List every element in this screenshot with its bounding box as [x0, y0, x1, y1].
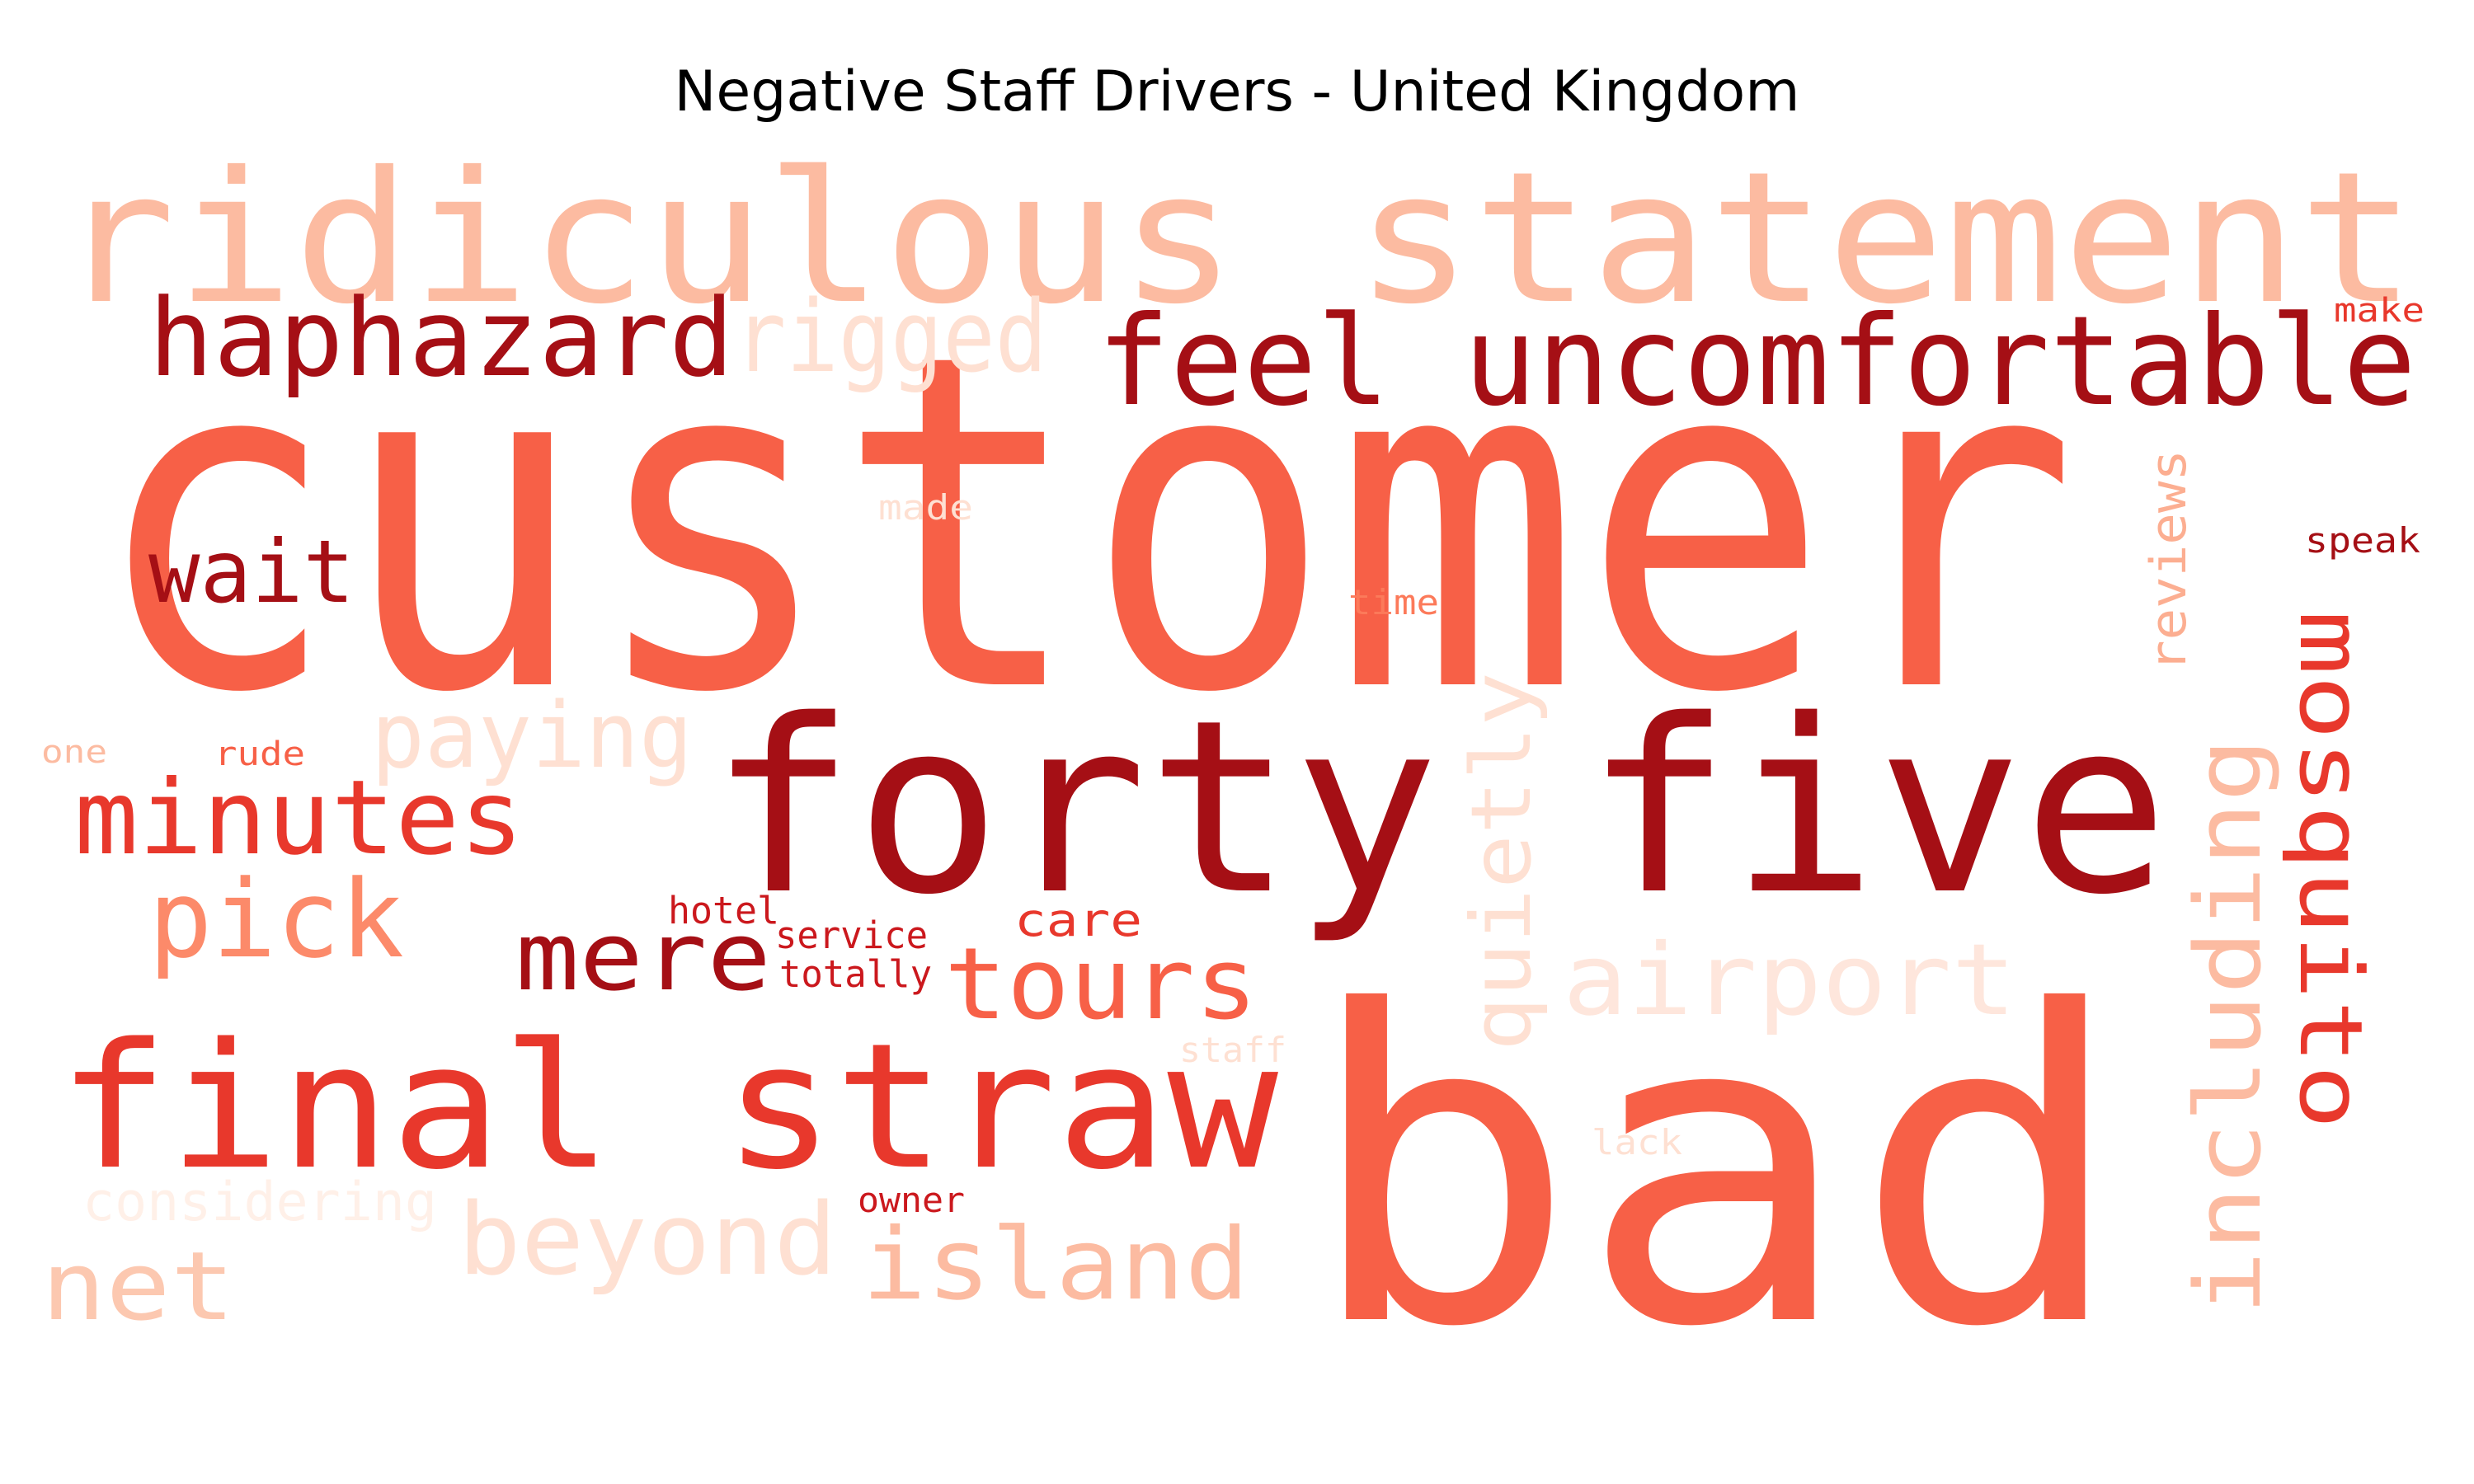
word-totally: totally [779, 952, 932, 996]
word-lack: lack [1592, 1122, 1682, 1162]
word-mere: mere [515, 902, 771, 1012]
word-wait: wait [148, 522, 355, 622]
word-pick: pick [148, 857, 404, 982]
word-rigged: rigged [734, 280, 1047, 395]
word-customer: customer [91, 256, 2078, 794]
word-including: including [2175, 738, 2281, 1315]
word-net: net [41, 1232, 235, 1342]
word-service: service [775, 913, 928, 957]
word-made: made [878, 487, 973, 528]
word-beyond: beyond [458, 1183, 837, 1298]
word-reviews: reviews [2140, 449, 2198, 672]
chart-title: Negative Staff Drivers - United Kingdom [674, 59, 1800, 124]
word-quietly: quietly [1453, 672, 1550, 1051]
word-owner: owner [858, 1180, 965, 1220]
word-minutes: minutes [74, 758, 524, 878]
word-one: one [41, 734, 107, 770]
word-tours: tours [944, 928, 1258, 1042]
word-care: care [1014, 894, 1142, 946]
word-haphazard: haphazard [148, 275, 734, 401]
word-ridiculous-statement: ridiculous statement [58, 133, 2416, 344]
word-mosquito: mosquito [2280, 610, 2381, 1129]
word-final-straw: final straw [58, 1006, 1279, 1208]
word-bad: bad [1303, 921, 2128, 1421]
word-speak: speak [2305, 520, 2420, 561]
word-staff: staff [1179, 1030, 1286, 1070]
word-forty-five: forty five [709, 669, 2169, 947]
word-hotel: hotel [668, 889, 779, 932]
word-island: island [862, 1208, 1249, 1322]
word-time: time [1348, 582, 1439, 622]
word-considering: considering [82, 1172, 437, 1233]
word-make: make [2334, 292, 2425, 330]
word-rude: rude [214, 735, 305, 773]
word-feel-uncomfortable: feel uncomfortable [1097, 290, 2416, 434]
word-airport: airport [1563, 923, 2016, 1038]
word-paying: paying [371, 683, 693, 788]
